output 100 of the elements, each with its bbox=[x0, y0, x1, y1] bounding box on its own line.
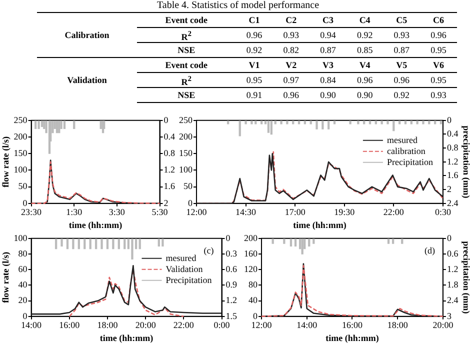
y2-tick-label: 0 bbox=[446, 232, 452, 243]
x-tick-label: 17:00 bbox=[284, 207, 306, 218]
y2-tick-label: 2 bbox=[164, 198, 168, 208]
y-tick-label: 40 bbox=[248, 295, 258, 306]
text: 0.82 bbox=[272, 42, 310, 58]
text: 0.96 bbox=[346, 72, 384, 88]
annotation: (d) bbox=[424, 245, 435, 256]
text: V3 bbox=[310, 58, 346, 72]
bar bbox=[283, 238, 286, 244]
bar bbox=[392, 238, 394, 244]
x-tick-label: 12:00 bbox=[186, 207, 208, 218]
y2-tick-label: 3 bbox=[446, 310, 452, 321]
text: C6 bbox=[420, 12, 457, 28]
bar bbox=[162, 238, 164, 247]
y-axis-title: flow rate (l/s) bbox=[0, 136, 11, 188]
text: 0.96 bbox=[236, 28, 273, 42]
text: 0.90 bbox=[346, 88, 384, 102]
y2-tick-label: 1.2 bbox=[226, 295, 237, 306]
text: 0.95 bbox=[420, 42, 457, 58]
y2-tick-label: 1.2 bbox=[446, 264, 458, 274]
text: 0.95 bbox=[236, 72, 273, 88]
text: C5 bbox=[383, 12, 420, 28]
text: V4 bbox=[346, 58, 384, 72]
y2-tick-label: 0 bbox=[226, 232, 231, 243]
y-tick-label: 150 bbox=[179, 148, 193, 158]
text: 0.92 bbox=[346, 28, 384, 42]
y-axis-title: flow rate (l/s) bbox=[0, 252, 11, 303]
y-tick-label: 100 bbox=[14, 232, 28, 243]
y-tick-label: 100 bbox=[179, 164, 193, 175]
text: 0.95 bbox=[420, 72, 457, 88]
x-tick-label: 19:30 bbox=[334, 207, 356, 218]
y-tick-label: 80 bbox=[18, 248, 28, 258]
x-tick-label: 22:00 bbox=[173, 320, 194, 330]
y2-tick-label: 0.8 bbox=[164, 148, 176, 158]
text: 0.96 bbox=[420, 28, 457, 42]
text: V6 bbox=[420, 58, 457, 72]
x-axis-title: time (hh:mm) bbox=[293, 220, 346, 230]
x-tick-label: 23:30 bbox=[21, 207, 42, 218]
y-tick-label: 0 bbox=[22, 310, 28, 321]
y-tick-label: 200 bbox=[244, 232, 258, 243]
y-tick-label: 160 bbox=[244, 248, 258, 258]
text: 0.93 bbox=[272, 28, 310, 42]
bar bbox=[387, 238, 390, 244]
text: V2 bbox=[272, 58, 310, 72]
bar bbox=[112, 238, 114, 250]
y2-tick-label: 0.4 bbox=[446, 128, 459, 139]
text: Calibration bbox=[37, 12, 137, 58]
text: Event code bbox=[137, 12, 236, 28]
text: R$^{2}$ bbox=[137, 72, 236, 88]
text: 0.93 bbox=[420, 88, 457, 102]
x-tick-label: 14:00 bbox=[296, 320, 318, 330]
y2-tick-label: 2.4 bbox=[446, 295, 459, 306]
x-tick-label: 14:30 bbox=[236, 207, 257, 218]
x-tick-label: 16:00 bbox=[342, 320, 363, 330]
text: Validation bbox=[37, 58, 137, 102]
x-tick-label: 12:00 bbox=[251, 320, 272, 330]
bar bbox=[89, 238, 92, 250]
text: V1 bbox=[236, 58, 273, 72]
y-tick-label: 0 bbox=[188, 198, 193, 208]
bar bbox=[106, 238, 109, 250]
y-tick-label: 50 bbox=[18, 181, 28, 192]
text: 0.91 bbox=[236, 88, 273, 102]
bar bbox=[308, 238, 310, 247]
legend-label: mesured bbox=[386, 134, 418, 145]
text: 0.93 bbox=[383, 28, 420, 42]
text: 0.96 bbox=[383, 72, 420, 88]
y2-tick-label: 1.5 bbox=[226, 310, 238, 321]
x-tick-label: 16:00 bbox=[59, 320, 80, 330]
y2-tick-label: 0.4 bbox=[164, 131, 176, 142]
x-tick-label: 20:00 bbox=[135, 320, 156, 330]
bar bbox=[312, 238, 315, 244]
text: 0.90 bbox=[310, 88, 346, 102]
bar bbox=[84, 238, 86, 250]
bar bbox=[118, 238, 120, 250]
x-axis-title: time (hh:mm) bbox=[326, 332, 379, 343]
y2-tick-label: 0 bbox=[164, 114, 169, 125]
y-tick-label: 120 bbox=[244, 264, 258, 274]
y-tick-label: 200 bbox=[14, 131, 28, 142]
text: C4 bbox=[346, 12, 384, 28]
legend-label: Precipitation bbox=[386, 156, 434, 167]
y-tick-label: 250 bbox=[14, 114, 28, 125]
y2-tick-label: 1.2 bbox=[164, 164, 175, 175]
y-tick-label: 100 bbox=[14, 164, 28, 175]
y2-axis-title: precipitation (mm) bbox=[461, 126, 472, 198]
text: 0.84 bbox=[310, 72, 346, 88]
y-tick-label: 60 bbox=[18, 264, 28, 274]
x-tick-label: 18:00 bbox=[387, 320, 408, 330]
bar bbox=[60, 238, 63, 247]
x-tick-label: 3:30 bbox=[108, 207, 126, 218]
x-tick-label: 14:00 bbox=[21, 320, 42, 330]
bar bbox=[401, 238, 404, 244]
y2-tick-label: 0.8 bbox=[446, 142, 459, 152]
y-tick-label: 20 bbox=[18, 295, 28, 306]
text: 0.92 bbox=[236, 42, 273, 58]
text: 0.97 bbox=[272, 72, 310, 88]
text: C2 bbox=[272, 12, 310, 28]
x-axis-title: time (hh:mm) bbox=[68, 220, 122, 230]
y-tick-label: 200 bbox=[179, 131, 193, 142]
y2-tick-label: 2 bbox=[446, 184, 452, 194]
y-tick-label: 80 bbox=[248, 280, 258, 290]
